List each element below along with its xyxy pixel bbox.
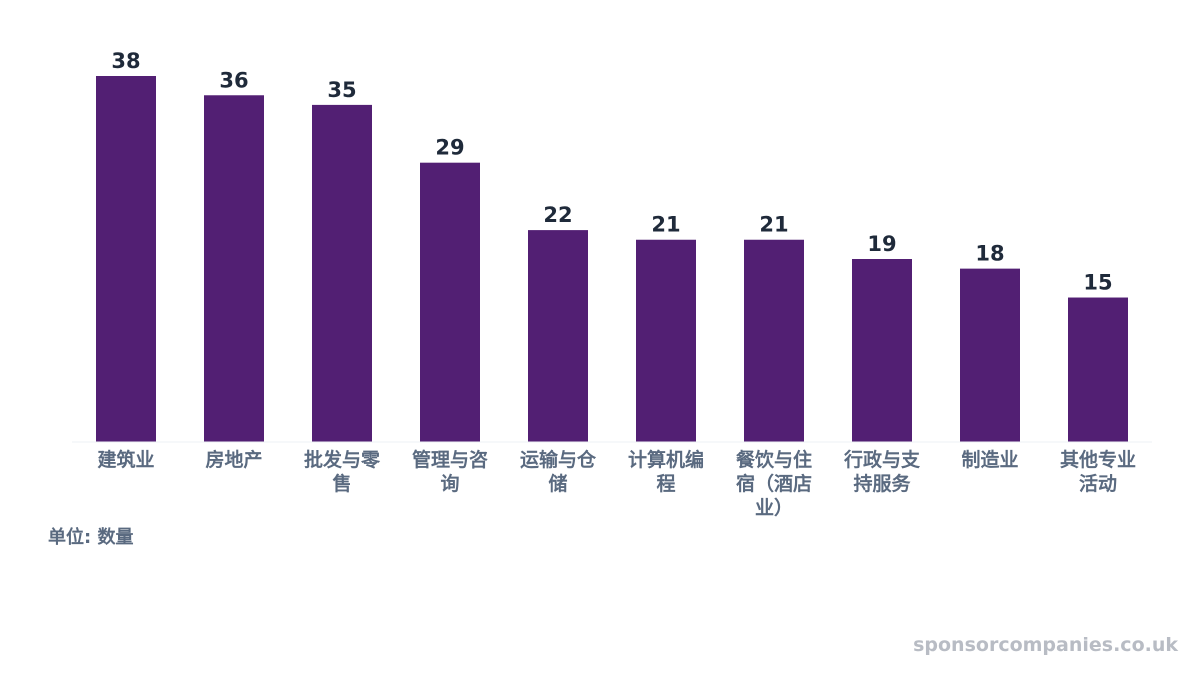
bars-layer: [96, 76, 1128, 443]
category-label-line: 程: [656, 473, 675, 495]
category-label-8: 行政与支持服务: [843, 448, 921, 495]
value-label-3: 35: [327, 78, 356, 102]
category-label-5: 运输与仓储: [520, 448, 597, 495]
bar-8: [852, 259, 912, 442]
category-label-line: 售: [331, 472, 351, 495]
category-label-9: 制造业: [961, 448, 1018, 471]
value-label-4: 29: [435, 136, 464, 160]
value-label-2: 36: [219, 68, 248, 92]
category-label-line: 活动: [1079, 472, 1117, 495]
category-label-10: 其他专业活动: [1060, 448, 1136, 495]
bar-3: [312, 104, 372, 442]
category-label-line: 计算机编: [628, 448, 704, 471]
category-label-line: 业）: [755, 496, 793, 519]
category-label-1: 建筑业: [97, 448, 154, 471]
bar-10: [1068, 297, 1128, 442]
category-label-line: 运输与仓: [520, 448, 597, 471]
value-label-1: 38: [111, 49, 140, 73]
value-labels-layer: 38 36 35 29 22 21 21 19 18 15: [111, 49, 1112, 295]
category-label-line: 询: [440, 472, 459, 495]
value-label-8: 19: [867, 232, 896, 256]
category-label-line: 行政与支: [843, 448, 921, 471]
value-label-10: 15: [1083, 271, 1112, 295]
value-label-5: 22: [543, 203, 572, 227]
category-label-4: 管理与咨询: [412, 448, 488, 495]
bar-2: [204, 95, 264, 443]
value-label-9: 18: [975, 242, 1004, 266]
category-label-line: 建筑业: [97, 448, 154, 471]
bar-5: [528, 230, 588, 442]
watermark: sponsorcompanies.co.uk: [913, 634, 1178, 656]
category-labels-layer: 建筑业 房地产 批发与零售管理与咨询运输与仓储计算机编程餐饮与住宿（酒店业）行政与支…: [97, 448, 1136, 519]
bar-9: [960, 268, 1020, 442]
bar-6: [636, 239, 696, 442]
unit-note: 单位: 数量: [48, 527, 134, 548]
bar-7: [744, 239, 804, 442]
category-label-line: 批发与零: [304, 448, 381, 471]
category-label-line: 储: [548, 472, 567, 495]
category-label-line: 其他专业: [1060, 448, 1136, 471]
category-label-line: 持服务: [853, 472, 911, 495]
bar-4: [420, 162, 480, 442]
value-label-7: 21: [759, 213, 788, 237]
value-label-6: 21: [651, 213, 680, 237]
category-label-3: 批发与零售: [304, 448, 381, 495]
category-label-line: 宿（酒店: [736, 472, 812, 495]
category-label-line: 餐饮与住: [736, 448, 812, 471]
category-label-line: 房地产: [205, 448, 262, 471]
bar-1: [96, 76, 156, 442]
category-label-line: 管理与咨: [412, 448, 488, 471]
category-label-2: 房地产: [205, 448, 262, 471]
category-label-6: 计算机编程: [628, 448, 704, 495]
category-label-7: 餐饮与住宿（酒店业）: [736, 448, 812, 519]
category-label-line: 制造业: [961, 448, 1018, 471]
